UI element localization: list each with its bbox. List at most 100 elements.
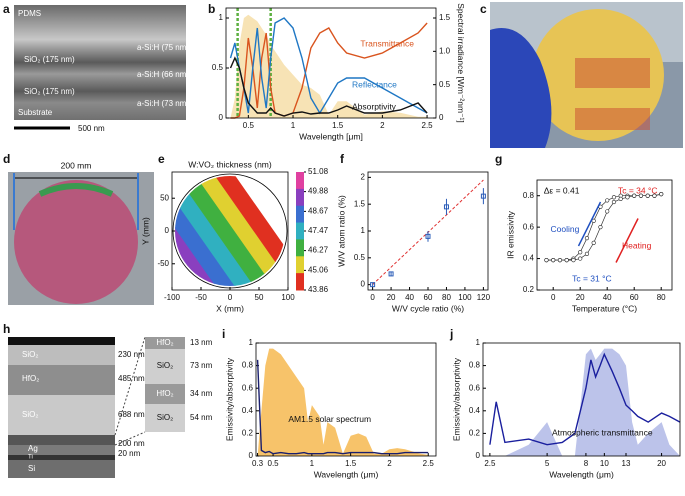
point <box>591 240 596 245</box>
layer <box>8 365 115 395</box>
inset-layer <box>145 337 185 349</box>
point <box>611 195 617 200</box>
x-tick-label: 2 <box>380 121 385 130</box>
point <box>611 199 617 205</box>
panel-label: h <box>3 322 10 336</box>
contour-band <box>175 176 259 286</box>
y-tick-label: 0 <box>219 113 224 122</box>
point <box>605 198 610 203</box>
x-tick-label: 20 <box>387 293 396 302</box>
colorbar-segment <box>296 222 304 240</box>
inset-label: HfO₂ <box>156 389 173 398</box>
colorbar-label: 47.47 <box>308 226 329 235</box>
series-label: Transmittance <box>360 39 414 49</box>
x-tick-label: 5 <box>545 459 550 468</box>
point <box>659 192 664 197</box>
y-tick-label: 1 <box>361 226 366 235</box>
series-label: Cooling <box>551 224 580 234</box>
x-axis-label: Wavelength (μm) <box>549 469 614 479</box>
sem-label: Substrate <box>18 108 53 117</box>
colorbar-segment <box>296 172 304 190</box>
plot-frame <box>367 171 489 291</box>
series-label: Atmospheric transmittance <box>552 428 653 438</box>
sem-image <box>14 5 186 120</box>
y-tick-label: 0.5 <box>212 63 224 72</box>
y-tick-label: 0 <box>476 451 481 460</box>
colorbar-label: 43.86 <box>308 285 329 294</box>
x-tick-label: 10 <box>600 459 609 468</box>
point <box>638 193 644 198</box>
x-axis-label: W/V cycle ratio (%) <box>392 303 464 313</box>
area <box>489 348 680 456</box>
point <box>578 256 583 261</box>
thickness: 200 nm <box>118 439 145 448</box>
y2-axis-label: Spectral irradiance [Wm⁻²nm⁻¹] <box>456 3 466 123</box>
contour-band <box>182 176 285 286</box>
x-tick-label: 2.5 <box>484 459 496 468</box>
layer-label: Si <box>28 464 35 473</box>
point <box>605 209 610 214</box>
panel-label: g <box>495 152 502 166</box>
x-tick-label: 60 <box>424 293 433 302</box>
y-tick-label: 0.2 <box>523 285 535 294</box>
line <box>229 56 428 117</box>
layer-label: HfO₂ <box>22 374 39 383</box>
plot-frame <box>255 342 437 457</box>
x-tick-label: 2 <box>387 459 392 468</box>
x-tick-label: 80 <box>657 293 666 302</box>
y-tick-label: 0.6 <box>242 383 254 392</box>
y-tick-label: 0.6 <box>469 383 481 392</box>
area <box>230 14 428 119</box>
line <box>229 17 428 115</box>
x-tick-label: 120 <box>477 293 491 302</box>
inset-guide <box>114 336 146 436</box>
y-tick-label: 0.8 <box>523 191 535 200</box>
colorbar-label: 48.67 <box>308 206 329 215</box>
sem-label: a-Si:H (66 nm) <box>137 70 189 79</box>
colorbar-label: 49.88 <box>308 187 329 196</box>
series-label: Heating <box>622 240 652 250</box>
y-tick-label: 0 <box>249 451 254 460</box>
sem-label: a-Si:H (73 nm) <box>137 99 189 108</box>
y-axis-label: Y (mm) <box>140 217 150 245</box>
point <box>645 193 650 198</box>
plot-frame <box>482 342 681 457</box>
point <box>370 282 376 288</box>
layer <box>8 345 115 365</box>
y-tick-label: 0.4 <box>523 254 535 263</box>
x-tick-label: 13 <box>622 459 631 468</box>
plot-frame <box>171 171 289 291</box>
panel-label: b <box>208 2 215 16</box>
layer <box>8 455 115 460</box>
point <box>618 196 623 201</box>
x-tick-label: 0.3 <box>252 459 264 468</box>
thickness: 485 nm <box>118 374 145 383</box>
wafer <box>14 180 138 304</box>
y-axis-label: W/V atom ratio (%) <box>336 195 346 267</box>
y-tick-label: 0.8 <box>242 361 254 370</box>
x-tick-label: 0 <box>370 293 375 302</box>
y2-tick-label: 0 <box>439 113 444 122</box>
x-tick-label: 60 <box>630 293 639 302</box>
y-tick-label: 0.8 <box>469 361 481 370</box>
y-tick-label: 0.4 <box>242 406 254 415</box>
point <box>598 225 603 230</box>
inset-layer <box>145 384 185 404</box>
series-label: Absorptivity <box>352 101 397 111</box>
colorbar-segment <box>296 205 304 224</box>
y-tick-label: 0.6 <box>523 222 535 231</box>
panel-label: e <box>158 152 165 166</box>
layer <box>8 337 115 345</box>
inset-layer <box>145 349 185 384</box>
point <box>551 258 556 263</box>
inset-label: HfO₂ <box>156 338 173 347</box>
y-tick-label: 0 <box>165 226 170 235</box>
x-tick-label: -50 <box>195 293 207 302</box>
y2-tick-label: 1.5 <box>439 13 451 22</box>
x-tick-label: 80 <box>442 293 451 302</box>
inset-label: SiO₂ <box>157 361 173 370</box>
x-axis-label: X (mm) <box>216 303 244 313</box>
thickness: 230 nm <box>118 350 145 359</box>
point <box>564 258 569 263</box>
